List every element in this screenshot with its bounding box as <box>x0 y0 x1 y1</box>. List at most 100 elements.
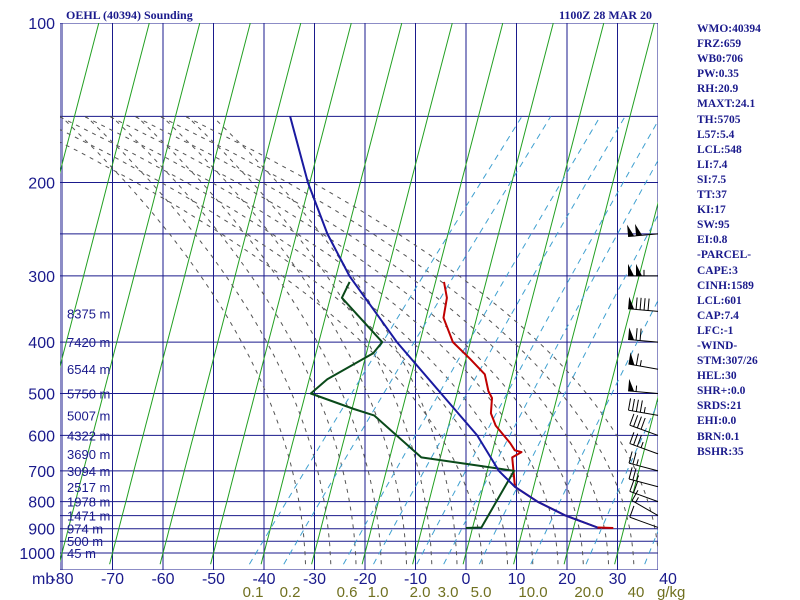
x-tick-label: 30 <box>609 571 627 588</box>
wind-barb <box>628 263 658 277</box>
height-label: 3094 m <box>67 464 110 479</box>
wind-barb-flag <box>632 452 637 465</box>
wind-barb-half-flag <box>635 385 638 392</box>
index-line: SI:7.5 <box>697 173 727 186</box>
moist-adiabat-line <box>60 141 483 565</box>
wind-barb-staff <box>629 424 659 436</box>
wind-barb <box>629 505 659 528</box>
x-tick-label: 40 <box>659 571 677 588</box>
indices-panel: WMO:40394 FRZ:659 WB0:706 PW:0.35 RH:20.9 MAX… <box>697 22 800 460</box>
index-line: CAP:7.4 <box>697 309 739 322</box>
height-label: 5007 m <box>67 408 110 423</box>
x-tick-label: -30 <box>303 571 326 588</box>
dry-adiabat-line <box>0 23 48 564</box>
index-line: HEL:30 <box>697 370 737 383</box>
wind-barb-staff <box>628 363 659 370</box>
y-tick-label: 200 <box>28 176 55 193</box>
wind-barb-pennant <box>635 223 643 236</box>
mixing-ratio-label: 40 <box>628 584 645 600</box>
x-tick-label: -70 <box>101 571 124 588</box>
y-tick-label: 500 <box>28 386 55 403</box>
mixing-ratio-label: 0.2 <box>280 584 301 600</box>
height-label: 2517 m <box>67 480 110 495</box>
dry-adiabat-line <box>513 23 655 565</box>
y-tick-label: 1000 <box>19 546 55 563</box>
wind-barb-half-flag <box>636 475 639 482</box>
index-line: SRDS:21 <box>697 400 742 413</box>
dry-adiabat-line <box>60 23 201 563</box>
wind-barb <box>627 223 659 238</box>
wind-barb-pennant <box>627 224 635 237</box>
y-tick-label: 700 <box>28 464 55 481</box>
wind-barb-half-flag <box>635 497 639 503</box>
index-line: KI:17 <box>697 204 726 217</box>
index-line: CINH:1589 <box>697 279 754 292</box>
x-tick-label: -80 <box>50 571 73 588</box>
index-line: WMO:40394 <box>697 23 761 35</box>
wind-barb-half-flag <box>640 441 644 448</box>
index-line: LCL:548 <box>697 143 742 156</box>
wind-barb-flag <box>636 434 642 447</box>
dry-adiabat-line <box>311 23 453 565</box>
index-line: -WIND- <box>697 339 738 352</box>
wind-barb-flag <box>627 398 632 411</box>
dry-adiabat-line <box>159 23 302 565</box>
y-tick-label: 300 <box>28 269 55 286</box>
mixing-ratio-line <box>416 120 658 565</box>
mixing-ratio-line <box>478 214 658 565</box>
index-line: BSHR:35 <box>697 445 744 458</box>
wind-barb-flag <box>631 489 639 501</box>
wind-barb-flag <box>639 297 642 310</box>
index-line: SHR+:0.0 <box>697 385 746 398</box>
index-line: FRZ:659 <box>697 38 742 51</box>
wind-barb <box>629 413 659 436</box>
wind-barb <box>628 296 659 312</box>
moist-adiabat-line <box>159 115 635 565</box>
wind-barb-flag <box>635 297 638 310</box>
moist-adiabat-line <box>60 128 508 565</box>
wind-barb <box>628 378 659 394</box>
index-line: STM:307/26 <box>697 355 758 368</box>
moist-adiabat-line <box>60 116 534 565</box>
wind-barb <box>627 398 659 416</box>
index-line: LFC:-1 <box>697 324 734 337</box>
sounding-profiles <box>289 116 614 529</box>
index-line: PW:0.35 <box>697 68 739 81</box>
wind-barbs <box>627 223 659 528</box>
wind-barb-flag <box>633 433 639 446</box>
wind-barb-staff <box>628 409 659 416</box>
mixing-ratio-label: 20.0 <box>574 584 603 600</box>
dry-adiabat-line <box>361 23 504 565</box>
height-label: 45 m <box>67 546 96 561</box>
dry-adiabat-line <box>412 23 554 565</box>
y-tick-label: 600 <box>28 428 55 445</box>
mixing-ratio-unit: g/kg <box>657 584 685 600</box>
x-tick-label: 0 <box>462 571 471 588</box>
dry-adiabat-line <box>210 23 352 565</box>
index-line: LCL:601 <box>697 294 742 307</box>
wind-barb <box>629 479 659 503</box>
mixing-ratio-label: 0.6 <box>337 584 358 600</box>
height-label: 6544 m <box>67 362 110 377</box>
dry-adiabat-line <box>260 23 403 565</box>
mixing-ratio-label: 1.0 <box>368 584 389 600</box>
index-line: LI:7.4 <box>697 158 728 171</box>
height-label: 7420 m <box>67 335 110 350</box>
height-label: 4322 m <box>67 428 110 443</box>
wind-barb-pennant <box>628 263 634 276</box>
wind-barb-flag <box>633 481 639 493</box>
height-label: 974 m <box>67 522 103 537</box>
y-tick-label: 900 <box>28 522 55 539</box>
moist-adiabat-line <box>184 115 658 556</box>
wind-barb-pennant <box>628 296 635 310</box>
x-tick-label: 10 <box>508 571 526 588</box>
wind-barb-pennant <box>628 378 635 392</box>
wind-barb-flag <box>632 468 637 481</box>
height-label: 3690 m <box>67 447 110 462</box>
wind-barb-flag <box>628 467 633 480</box>
index-line: SW:95 <box>697 219 730 232</box>
index-line: CAPE:3 <box>697 264 738 277</box>
wind-barb <box>631 489 659 517</box>
mixing-ratio-lines <box>248 116 658 565</box>
